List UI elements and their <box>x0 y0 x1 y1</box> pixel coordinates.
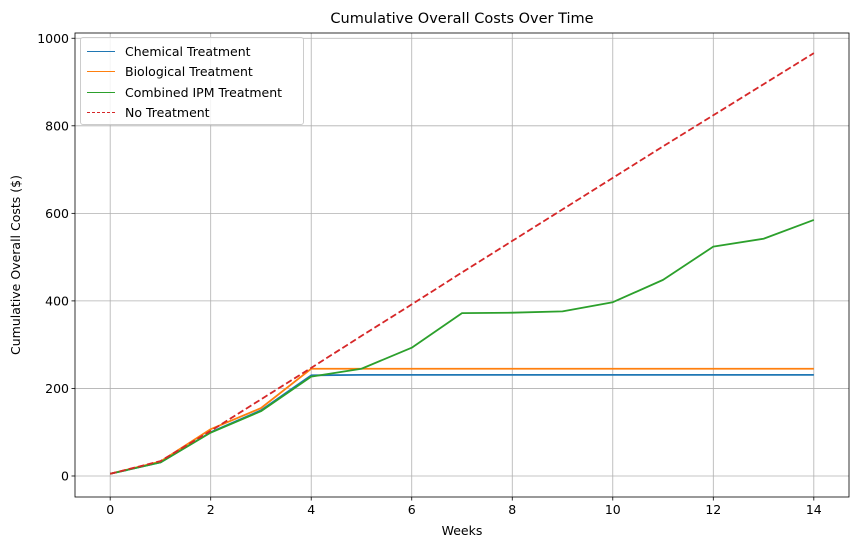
chart-title: Cumulative Overall Costs Over Time <box>330 11 593 27</box>
series-line-combined-ipm-treatment <box>109 219 815 475</box>
legend-item-biological: Biological Treatment <box>87 62 297 83</box>
x-tick-label: 6 <box>408 502 416 517</box>
series-lines <box>109 52 815 475</box>
y-tick-label: 800 <box>45 118 69 133</box>
legend-label-no-treatment: No Treatment <box>125 105 210 121</box>
legend-swatch-biological <box>87 71 115 73</box>
x-tick-label: 12 <box>705 502 721 517</box>
legend-swatch-chemical <box>87 50 115 52</box>
legend-item-chemical: Chemical Treatment <box>87 41 297 62</box>
legend-item-combined-ipm: Combined IPM Treatment <box>87 82 297 103</box>
series-line-no-treatment <box>109 52 815 475</box>
y-tick-label: 600 <box>45 206 69 221</box>
legend-swatch-no-treatment <box>87 112 115 114</box>
legend-item-no-treatment: No Treatment <box>87 103 297 124</box>
plot-frame <box>74 32 850 498</box>
series-line-biological-treatment <box>109 367 814 475</box>
y-tick-label: 1000 <box>37 31 69 46</box>
legend-label-biological: Biological Treatment <box>125 64 253 80</box>
x-tick-label: 0 <box>106 502 114 517</box>
x-tick-label: 14 <box>806 502 822 517</box>
grid <box>75 33 849 497</box>
legend: Chemical Treatment Biological Treatment … <box>80 37 304 125</box>
y-axis-label: Cumulative Overall Costs ($) <box>8 175 23 355</box>
x-tick-label: 4 <box>307 502 315 517</box>
y-tick-label: 0 <box>61 468 69 483</box>
x-axis-label: Weeks <box>442 523 483 538</box>
y-tick-label: 400 <box>45 293 69 308</box>
legend-label-combined-ipm: Combined IPM Treatment <box>125 84 283 100</box>
ticks: 0 2 4 6 8 10 12 14 0 200 400 600 800 1000 <box>37 31 822 517</box>
legend-swatch-combined-ipm <box>87 91 115 93</box>
x-tick-label: 10 <box>605 502 621 517</box>
x-tick-label: 8 <box>508 502 516 517</box>
x-tick-label: 2 <box>207 502 215 517</box>
y-tick-label: 200 <box>45 381 69 396</box>
legend-label-chemical: Chemical Treatment <box>125 43 251 59</box>
